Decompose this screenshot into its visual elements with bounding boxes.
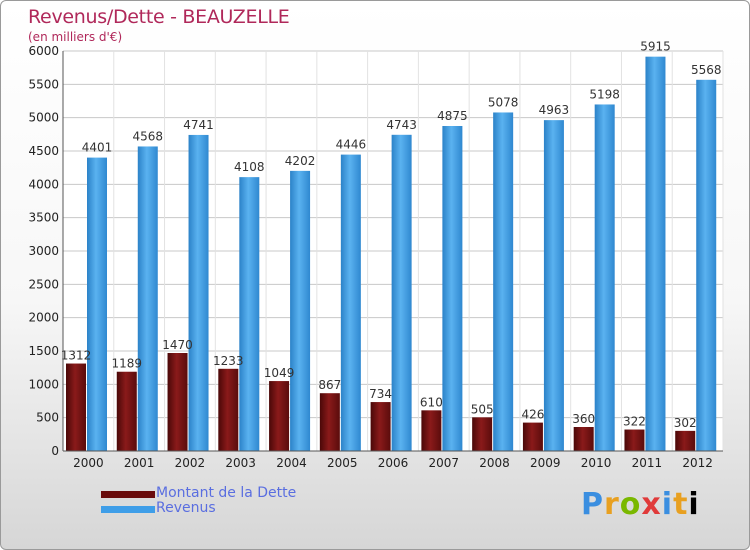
value-label-revenus: 4202 — [285, 154, 316, 168]
x-tick-label: 2007 — [428, 456, 459, 470]
proxiti-logo: Proxiti — [581, 487, 700, 522]
x-tick-label: 2000 — [73, 456, 104, 470]
bar-revenus-2006 — [391, 134, 412, 452]
bar-revenus-2004 — [290, 170, 311, 451]
y-tick-label: 500 — [36, 411, 59, 425]
value-label-revenus: 4446 — [336, 138, 367, 152]
bar-revenus-2007 — [442, 126, 463, 451]
bar-dette-2010 — [573, 427, 594, 451]
legend-label-dette: Montant de la Dette — [156, 485, 297, 501]
bar-dette-2005 — [319, 393, 340, 451]
bar-dette-2001 — [116, 371, 137, 451]
y-tick-label: 5500 — [28, 77, 59, 91]
chart-subtitle: (en milliers d'€) — [28, 30, 123, 44]
x-tick-label: 2002 — [175, 456, 206, 470]
value-label-revenus: 4963 — [539, 103, 570, 117]
x-tick-label: 2011 — [632, 456, 663, 470]
value-label-dette: 867 — [318, 378, 341, 392]
axis-layer: 0 500 1000 1500 2000 2500 3000 3500 4000 4500 5000… — [28, 44, 723, 470]
value-label-revenus: 4743 — [386, 118, 417, 132]
y-tick-label: 3000 — [28, 244, 59, 258]
y-tick-label: 4000 — [28, 177, 59, 191]
bar-dette-2002 — [167, 353, 188, 451]
bar-dette-2003 — [218, 368, 239, 451]
chart-title: Revenus/Dette - BEAUZELLE — [28, 6, 290, 28]
bar-dette-2009 — [522, 422, 543, 451]
x-tick-label: 2012 — [682, 456, 713, 470]
y-tick-label: 0 — [51, 444, 59, 458]
x-tick-label: 2006 — [378, 456, 409, 470]
bar-revenus-2003 — [239, 177, 260, 451]
y-tick-label: 2000 — [28, 311, 59, 325]
y-tick-label: 2500 — [28, 277, 59, 291]
bar-dette-2011 — [624, 429, 645, 451]
value-label-dette: 505 — [471, 402, 494, 416]
value-label-revenus: 5078 — [488, 95, 519, 109]
value-label-revenus: 5198 — [589, 87, 620, 101]
y-tick-label: 6000 — [28, 44, 59, 58]
bar-revenus-2000 — [87, 157, 107, 451]
value-label-dette: 1189 — [111, 357, 142, 371]
y-tick-label: 4500 — [28, 144, 59, 158]
value-label-revenus: 5568 — [691, 63, 722, 77]
legend-label-revenus: Revenus — [156, 500, 216, 516]
value-label-dette: 426 — [521, 408, 544, 422]
x-tick-label: 2010 — [581, 456, 612, 470]
x-tick-label: 2009 — [530, 456, 561, 470]
value-label-dette: 610 — [420, 395, 443, 409]
x-tick-label: 2004 — [276, 456, 307, 470]
bar-revenus-2009 — [543, 120, 564, 451]
y-tick-label: 5000 — [28, 111, 59, 125]
bar-dette-2000 — [66, 363, 86, 451]
value-label-dette: 302 — [674, 416, 697, 430]
bar-dette-2012 — [675, 430, 696, 451]
value-label-revenus: 4401 — [82, 141, 113, 155]
bar-dette-2008 — [472, 417, 493, 451]
bar-revenus-2005 — [340, 154, 361, 451]
x-tick-label: 2003 — [225, 456, 256, 470]
bar-revenus-2010 — [594, 104, 615, 451]
bar-revenus-2002 — [188, 134, 209, 451]
bars-layer — [66, 56, 717, 452]
y-tick-label: 3500 — [28, 211, 59, 225]
bar-dette-2004 — [269, 381, 290, 451]
value-label-dette: 1233 — [213, 354, 244, 368]
y-tick-label: 1000 — [28, 377, 59, 391]
value-label-revenus: 4108 — [234, 160, 265, 174]
value-label-revenus: 4568 — [132, 129, 163, 143]
value-label-dette: 322 — [623, 415, 646, 429]
value-label-dette: 734 — [369, 387, 392, 401]
legend-swatch-dette — [101, 491, 155, 498]
value-label-dette: 1049 — [264, 366, 295, 380]
labels-layer: 1312 4401 1189 4568 1470 4741 1233 4108 1049 4202… — [61, 40, 722, 430]
x-tick-label: 2005 — [327, 456, 358, 470]
value-label-revenus: 5915 — [640, 40, 671, 54]
x-tick-label: 2001 — [124, 456, 155, 470]
bar-revenus-2008 — [493, 112, 514, 451]
value-label-revenus: 4875 — [437, 109, 468, 123]
legend-swatch-revenus — [101, 506, 155, 513]
value-label-dette: 1312 — [61, 349, 92, 363]
value-label-dette: 360 — [572, 412, 595, 426]
x-tick-label: 2008 — [479, 456, 510, 470]
value-label-dette: 1470 — [162, 338, 193, 352]
bar-dette-2006 — [370, 402, 391, 451]
y-tick-label: 1500 — [28, 344, 59, 358]
bar-revenus-2001 — [137, 146, 158, 451]
bar-dette-2007 — [421, 410, 442, 451]
bar-revenus-2012 — [696, 79, 717, 452]
bar-revenus-2011 — [645, 56, 666, 452]
value-label-revenus: 4741 — [183, 118, 214, 132]
